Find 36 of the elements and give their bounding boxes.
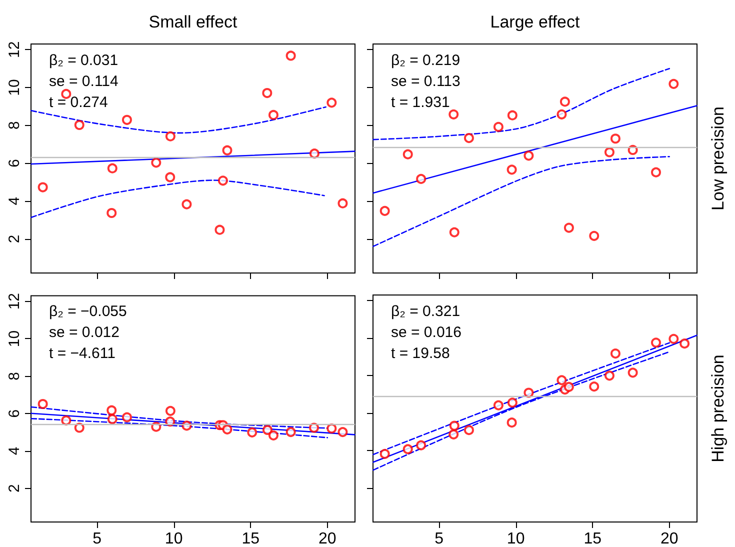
annotation: se = 0.114 (49, 73, 118, 90)
y-tick-label: 4 (6, 446, 23, 456)
y-tick-label: 4 (6, 196, 23, 206)
y-tick-label: 2 (6, 234, 23, 244)
y-tick-label: 2 (6, 484, 23, 493)
x-tick-label: 15 (584, 530, 602, 547)
x-tick-label: 5 (92, 530, 102, 547)
y-tick-label: 10 (6, 330, 23, 348)
annotation: β₂ = 0.321 (391, 303, 460, 320)
annotation: t = −4.611 (49, 345, 116, 362)
chart-title: Large effect (490, 12, 580, 32)
y-tick-label: 8 (6, 372, 23, 380)
x-tick-label: 5 (434, 530, 444, 547)
y-tick-label: 8 (6, 121, 23, 130)
y2-axis-title: Low precision (708, 106, 728, 210)
chart-title: Small effect (148, 12, 238, 32)
annotation: t = 19.58 (391, 345, 450, 362)
x-tick-label: 20 (660, 530, 678, 547)
y-tick-label: 12 (6, 41, 23, 58)
annotation: se = 0.016 (391, 324, 462, 341)
y-tick-label: 10 (6, 79, 23, 96)
x-tick-label: 15 (242, 530, 260, 547)
annotation: t = 1.931 (391, 94, 450, 111)
annotation: se = 0.113 (391, 73, 460, 90)
y-tick-label: 6 (6, 409, 23, 418)
y-tick-label: 6 (6, 159, 23, 168)
annotation: β₂ = −0.055 (49, 303, 127, 320)
annotation: β₂ = 0.219 (391, 52, 460, 69)
y-tick-label: 12 (6, 293, 23, 310)
annotation: β₂ = 0.031 (49, 52, 118, 69)
x-tick-label: 20 (318, 530, 336, 547)
x-tick-label: 10 (164, 530, 183, 547)
y2-axis-title: High precision (708, 354, 728, 462)
x-tick-label: 10 (506, 530, 525, 547)
annotation: se = 0.012 (49, 324, 120, 341)
annotation: t = 0.274 (49, 94, 108, 111)
